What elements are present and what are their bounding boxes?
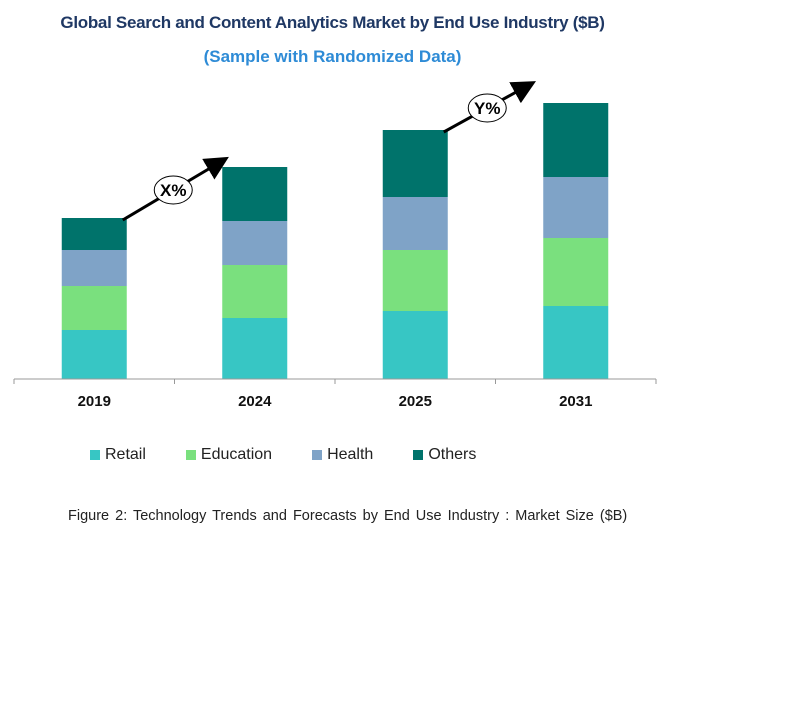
legend-label: Others bbox=[428, 446, 477, 463]
bar-segment-education-2031 bbox=[543, 238, 609, 306]
x-tick-label: 2024 bbox=[238, 393, 272, 410]
legend-label: Education bbox=[200, 446, 273, 463]
legend-item-retail: Retail bbox=[90, 446, 146, 464]
legend-swatch bbox=[413, 450, 424, 460]
growth-label-bubble bbox=[467, 93, 507, 123]
x-tick-label: 2019 bbox=[78, 393, 111, 410]
bar-segment-education-2024 bbox=[222, 265, 288, 318]
chart-subtitle: (Sample with Randomized Data) bbox=[203, 47, 462, 66]
bar-segment-health-2031 bbox=[543, 177, 609, 238]
legend-item-health: Health bbox=[312, 446, 373, 464]
bar-segment-others-2019 bbox=[61, 218, 127, 250]
growth-label: X% bbox=[160, 181, 186, 200]
bar-segment-retail-2031 bbox=[543, 306, 609, 379]
legend-item-others: Others bbox=[413, 446, 476, 464]
legend-swatch bbox=[312, 450, 323, 460]
bar-segment-health-2024 bbox=[222, 221, 288, 265]
chart-title: Global Search and Content Analytics Mark… bbox=[60, 13, 605, 32]
legend-swatch bbox=[90, 450, 100, 460]
bar-segment-others-2031 bbox=[543, 103, 609, 177]
legend-swatch bbox=[185, 450, 196, 460]
legend-label: Retail bbox=[105, 446, 146, 463]
bar-segment-education-2019 bbox=[61, 286, 127, 330]
x-tick-label: 2025 bbox=[399, 393, 432, 410]
bar-segment-others-2024 bbox=[222, 167, 288, 221]
growth-label-bubble bbox=[153, 175, 193, 205]
bar-segment-health-2019 bbox=[61, 250, 127, 286]
bar-segment-education-2025 bbox=[382, 250, 448, 311]
bar-segment-retail-2019 bbox=[61, 330, 127, 379]
legend: Retail Education Health Others bbox=[90, 446, 516, 464]
legend-label: Health bbox=[327, 446, 374, 463]
figure-caption: Figure 2: Technology Trends and Forecast… bbox=[68, 508, 628, 524]
bar-segment-health-2025 bbox=[382, 197, 448, 250]
stacked-bar-chart: 2019 2024 2025 2031 X% Y% bbox=[13, 81, 657, 410]
x-tick-label: 2031 bbox=[559, 393, 592, 410]
bar-segment-retail-2024 bbox=[222, 318, 288, 379]
legend-item-education: Education bbox=[185, 446, 273, 464]
growth-label: Y% bbox=[474, 99, 500, 118]
bar-segment-others-2025 bbox=[382, 130, 448, 197]
bar-segment-retail-2025 bbox=[382, 311, 448, 379]
